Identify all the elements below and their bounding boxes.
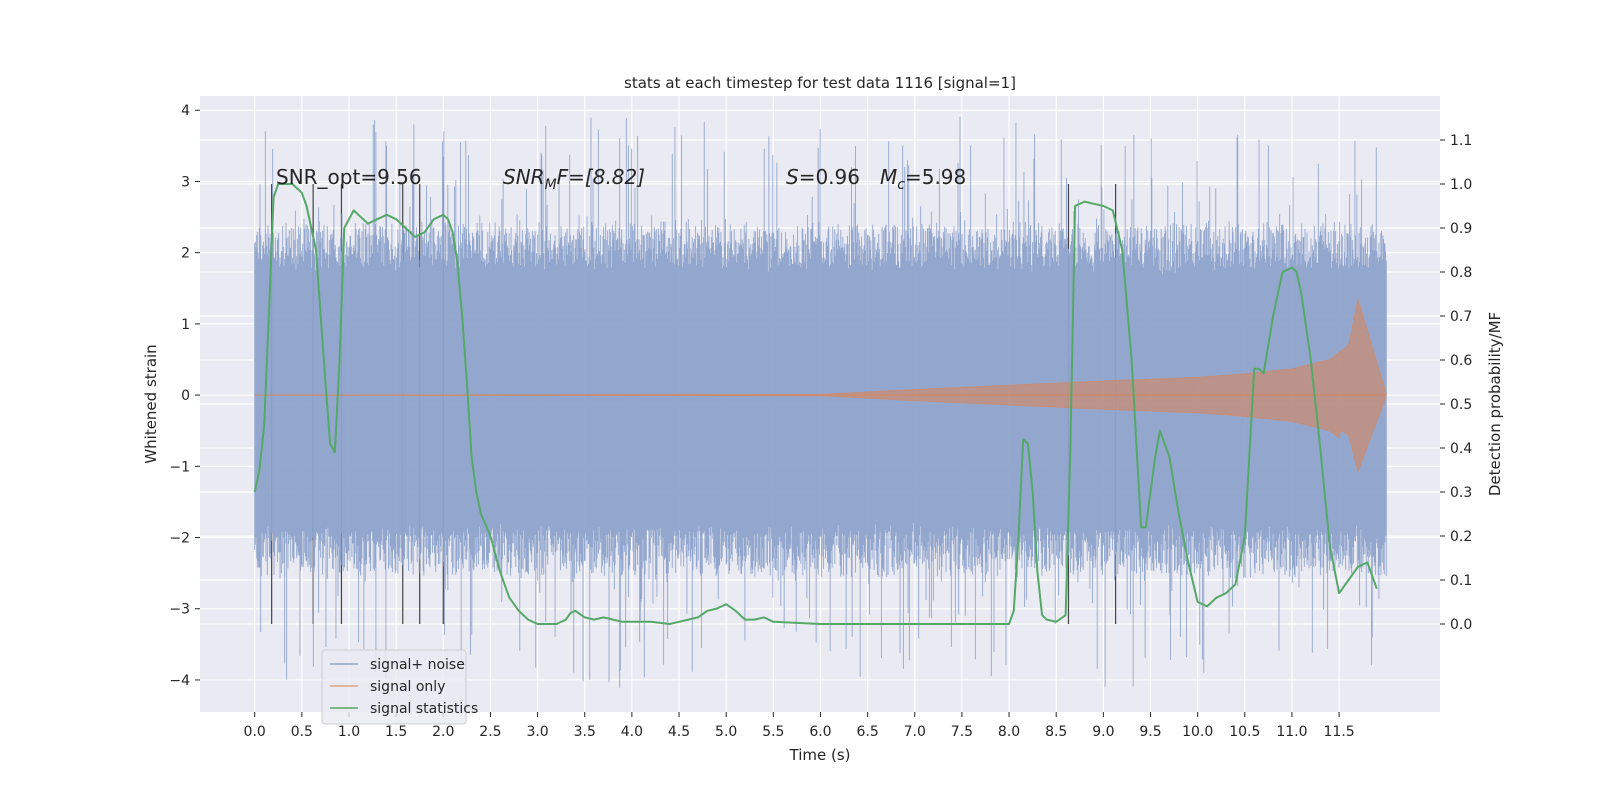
right-y-tick-label: 1.0	[1450, 177, 1472, 193]
x-tick-label: 0.5	[291, 724, 313, 740]
x-tick-label: 11.5	[1324, 724, 1355, 740]
x-tick-label: 1.5	[385, 724, 407, 740]
left-y-tick-label: −1	[169, 459, 190, 475]
x-tick-label: 6.5	[856, 724, 878, 740]
left-y-tick-label: 3	[181, 174, 190, 190]
right-y-tick-label: 0.7	[1450, 309, 1472, 325]
signal-statistics-series	[253, 183, 1378, 625]
x-tick-label: 7.5	[951, 724, 973, 740]
right-y-tick-label: 0.3	[1450, 485, 1472, 501]
signal-only-series	[254, 297, 1387, 474]
s-main: S	[786, 165, 799, 189]
left-y-tick-label: 1	[181, 317, 190, 333]
mc-main: M	[880, 165, 897, 189]
left-y-tick-label: −4	[169, 673, 190, 689]
s-annotation: S=0.96	[786, 165, 860, 189]
snr-mf-annotation: SNRMF=[8.82]	[503, 165, 645, 193]
x-tick-label: 3.5	[574, 724, 596, 740]
snr-mf-sub: M	[545, 177, 557, 193]
x-tick-label: 1.0	[338, 724, 360, 740]
right-y-tick-label: 0.4	[1450, 441, 1472, 457]
x-tick-label: 0.0	[244, 724, 266, 740]
x-tick-label: 8.0	[998, 724, 1020, 740]
x-tick-label: 10.5	[1229, 724, 1260, 740]
x-tick-label: 10.0	[1182, 724, 1213, 740]
right-y-tick-label: 0.8	[1450, 265, 1472, 281]
mc-sub: c	[897, 177, 905, 193]
left-y-tick-label: 4	[181, 103, 190, 119]
legend: signal+ noise signal only signal statist…	[321, 649, 478, 725]
snr-opt-annotation: SNR_opt=9.56	[276, 165, 422, 189]
x-tick-label: 5.5	[762, 724, 784, 740]
x-tick-label: 11.0	[1276, 724, 1307, 740]
right-y-tick-label: 0.5	[1450, 397, 1472, 413]
mc-rest: =5.98	[905, 165, 966, 189]
left-y-tick-label: 2	[181, 246, 190, 262]
x-tick-label: 6.0	[809, 724, 831, 740]
x-tick-label: 3.0	[526, 724, 548, 740]
x-tick-label: 4.0	[621, 724, 643, 740]
x-tick-label: 2.0	[432, 724, 454, 740]
right-y-tick-label: 1.1	[1450, 133, 1472, 149]
x-tick-label: 5.0	[715, 724, 737, 740]
mc-annotation: Mc=5.98	[880, 165, 966, 193]
left-y-tick-label: −2	[169, 531, 190, 547]
right-y-axis-label: Detection probability/MF	[1486, 312, 1504, 496]
signal-statistics-line	[253, 183, 1378, 625]
snr-mf-rest: F=[8.82]	[557, 165, 645, 189]
x-axis-ticks: 0.0 0.5 1.0 1.5 2.0 2.5 3.0 3.5 4.0 4.5 5.0 5.5 6.0 6…	[244, 712, 1355, 740]
left-y-axis-label: Whitened strain	[142, 344, 160, 463]
x-tick-label: 2.5	[479, 724, 501, 740]
right-y-axis-ticks: 1.1 1.0 0.9 0.8 0.7 0.6 0.5 0.4 0.3 0.2 0.1 0.0	[1440, 133, 1472, 633]
right-y-tick-label: 0.0	[1450, 617, 1472, 633]
x-tick-label: 4.5	[668, 724, 690, 740]
x-tick-label: 9.0	[1092, 724, 1114, 740]
legend-box	[321, 649, 467, 725]
x-tick-label: 7.0	[904, 724, 926, 740]
x-axis-label: Time (s)	[789, 746, 851, 764]
right-y-tick-label: 0.9	[1450, 221, 1472, 237]
chart-title: stats at each timestep for test data 111…	[624, 74, 1016, 92]
x-tick-label: 9.5	[1139, 724, 1161, 740]
s-rest: =0.96	[799, 165, 860, 189]
left-y-tick-label: 0	[181, 388, 190, 404]
right-y-tick-label: 0.2	[1450, 529, 1472, 545]
right-y-tick-label: 0.1	[1450, 573, 1472, 589]
left-y-tick-label: −3	[169, 602, 190, 618]
left-y-axis-ticks: 4 3 2 1 0 −1 −2 −3 −4	[169, 103, 200, 689]
legend-label-signal-statistics: signal statistics	[370, 701, 478, 717]
right-y-tick-label: 0.6	[1450, 353, 1472, 369]
legend-label-signal-only: signal only	[370, 679, 445, 695]
snr-mf-main: SNR	[503, 165, 545, 189]
x-tick-label: 8.5	[1045, 724, 1067, 740]
legend-label-signal-noise: signal+ noise	[370, 657, 465, 673]
